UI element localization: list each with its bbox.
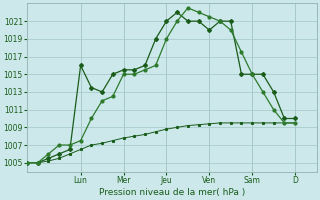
X-axis label: Pression niveau de la mer( hPa ): Pression niveau de la mer( hPa ) xyxy=(99,188,245,197)
